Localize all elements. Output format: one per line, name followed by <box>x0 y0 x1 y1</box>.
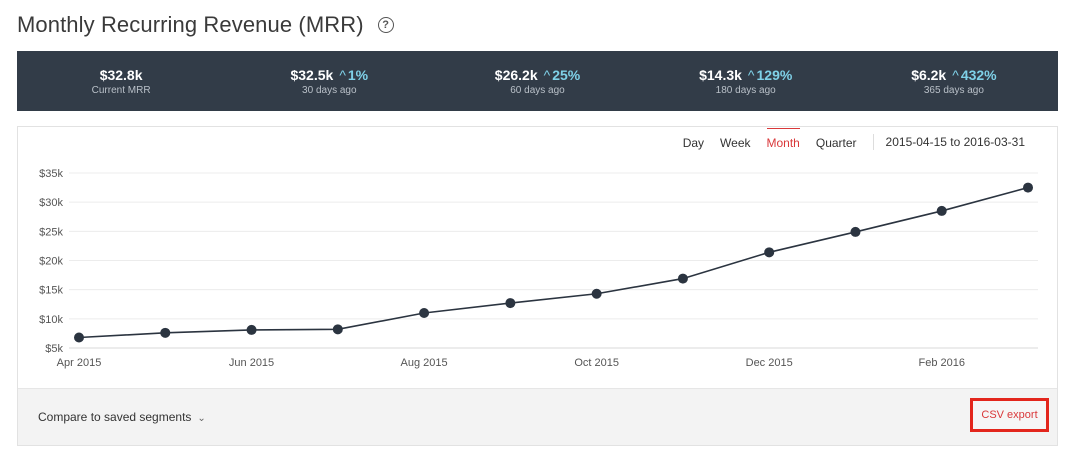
y-tick-label: $25k <box>39 226 63 238</box>
stat-change: ^ 1% <box>339 67 368 83</box>
help-icon[interactable]: ? <box>377 17 394 33</box>
stat-label: 180 days ago <box>715 84 776 96</box>
stat-change: ^ 129% <box>748 67 792 83</box>
y-tick-label: $35k <box>39 168 63 180</box>
stat-label: Current MRR <box>91 84 151 96</box>
stat-change: ^ 25% <box>544 67 581 83</box>
caret-up-icon: ^ <box>543 66 551 83</box>
stat-change-value: 129% <box>756 66 793 83</box>
data-point <box>764 247 775 258</box>
data-point <box>246 324 257 335</box>
x-tick-label: Apr 2015 <box>57 357 102 369</box>
caret-up-icon: ^ <box>952 66 959 83</box>
chart-footer: Compare to saved segments ⌄ CSV export <box>18 388 1057 445</box>
stat-current-mrr: $32.8k Current MRR <box>17 51 225 111</box>
stat-value: $6.2k <box>911 66 947 83</box>
x-tick-label: Feb 2016 <box>918 357 964 369</box>
y-tick-label: $10k <box>39 314 63 326</box>
stat-label: 365 days ago <box>923 84 984 96</box>
stat-value: $26.2k <box>494 66 538 83</box>
tab-quarter[interactable]: Quarter <box>815 135 857 150</box>
tab-day[interactable]: Day <box>682 135 705 150</box>
tab-month[interactable]: Month <box>766 128 800 156</box>
x-tick-label: Oct 2015 <box>574 357 619 369</box>
stat-value: $14.3k <box>699 66 742 83</box>
stat-change: ^ 432% <box>952 67 996 83</box>
controls-divider <box>872 134 874 150</box>
x-tick-label: Jun 2015 <box>229 357 274 369</box>
data-point <box>419 308 430 318</box>
stat-60-days: $26.2k ^ 25% 60 days ago <box>433 51 641 111</box>
compare-segments-dropdown[interactable]: Compare to saved segments ⌄ <box>38 410 206 424</box>
stat-180-days: $14.3k ^ 129% 180 days ago <box>642 51 850 111</box>
caret-up-icon: ^ <box>747 66 755 83</box>
mrr-series-line <box>78 186 1029 339</box>
compare-label: Compare to saved segments <box>38 410 192 424</box>
stats-bar: $32.8k Current MRR $32.5k ^ 1% 30 days ag… <box>17 51 1058 111</box>
tab-week[interactable]: Week <box>720 135 751 150</box>
y-tick-label: $30k <box>39 197 63 209</box>
caret-up-icon: ^ <box>339 66 346 83</box>
page-header: Monthly Recurring Revenue (MRR) ? <box>17 10 394 40</box>
stat-change-value: 432% <box>960 66 997 83</box>
data-point <box>677 273 688 284</box>
data-point <box>332 324 343 335</box>
data-point <box>850 226 861 237</box>
chevron-down-icon: ⌄ <box>197 413 206 424</box>
data-point <box>936 205 947 216</box>
stat-365-days: $6.2k ^ 432% 365 days ago <box>850 51 1058 111</box>
data-point <box>160 327 171 338</box>
x-tick-label: Dec 2015 <box>746 357 793 369</box>
chart-controls: Day Week Month Quarter 2015-04-15 to 201… <box>667 127 1025 157</box>
stat-label: 60 days ago <box>510 84 565 96</box>
x-tick-label: Aug 2015 <box>401 357 448 369</box>
csv-export-button[interactable]: CSV export <box>970 398 1049 432</box>
data-point <box>1023 182 1033 193</box>
page-title: Monthly Recurring Revenue (MRR) <box>17 12 364 37</box>
data-point <box>505 298 516 309</box>
stat-value: $32.8k <box>99 66 143 83</box>
y-tick-label: $20k <box>39 256 63 268</box>
y-tick-label: $15k <box>39 285 63 297</box>
y-tick-label: $5k <box>45 343 63 355</box>
stat-value: $32.5k <box>290 66 334 83</box>
chart-card: $5k $10k $15k $20k $25k $30k $35k Apr 2015 Jun 2… <box>17 126 1058 446</box>
stat-label: 30 days ago <box>302 84 357 96</box>
stat-30-days: $32.5k ^ 1% 30 days ago <box>225 51 433 111</box>
mrr-line-chart: $5k $10k $15k $20k $25k $30k $35k Apr 2015 Jun 2… <box>39 168 1038 369</box>
stat-change-value: 25% <box>552 66 581 83</box>
date-range-picker[interactable]: 2015-04-15 to 2016-03-31 <box>885 135 1025 149</box>
data-point <box>591 288 602 299</box>
stat-change-value: 1% <box>347 66 369 83</box>
data-point <box>74 332 84 343</box>
